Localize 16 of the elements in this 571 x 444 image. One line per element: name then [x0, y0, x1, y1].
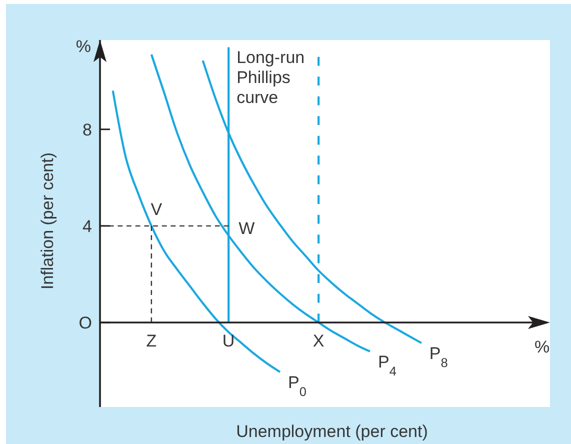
y-tick-label: O: [78, 313, 92, 332]
x-tick-label: U: [222, 331, 235, 350]
series-label: Long-run Phillips curve: [236, 48, 305, 108]
annotation: V: [150, 200, 163, 219]
series-label: P$_{8}$: [429, 344, 448, 370]
y-axis-title: Inflation (per cent): [38, 152, 56, 290]
x-tick-label: X: [312, 331, 324, 350]
x-tick-label: Z: [146, 331, 157, 350]
y-tick-label: 4: [82, 216, 92, 236]
x-axis-title: Unemployment (per cent): [236, 422, 428, 441]
annotation: %: [534, 337, 550, 356]
text: %: [76, 37, 91, 56]
series-label: P$_{4}$: [378, 352, 396, 378]
annotation: W: [238, 218, 255, 238]
y-tick-label: 8: [82, 120, 92, 140]
series-label: P$_{0}$: [288, 372, 306, 398]
